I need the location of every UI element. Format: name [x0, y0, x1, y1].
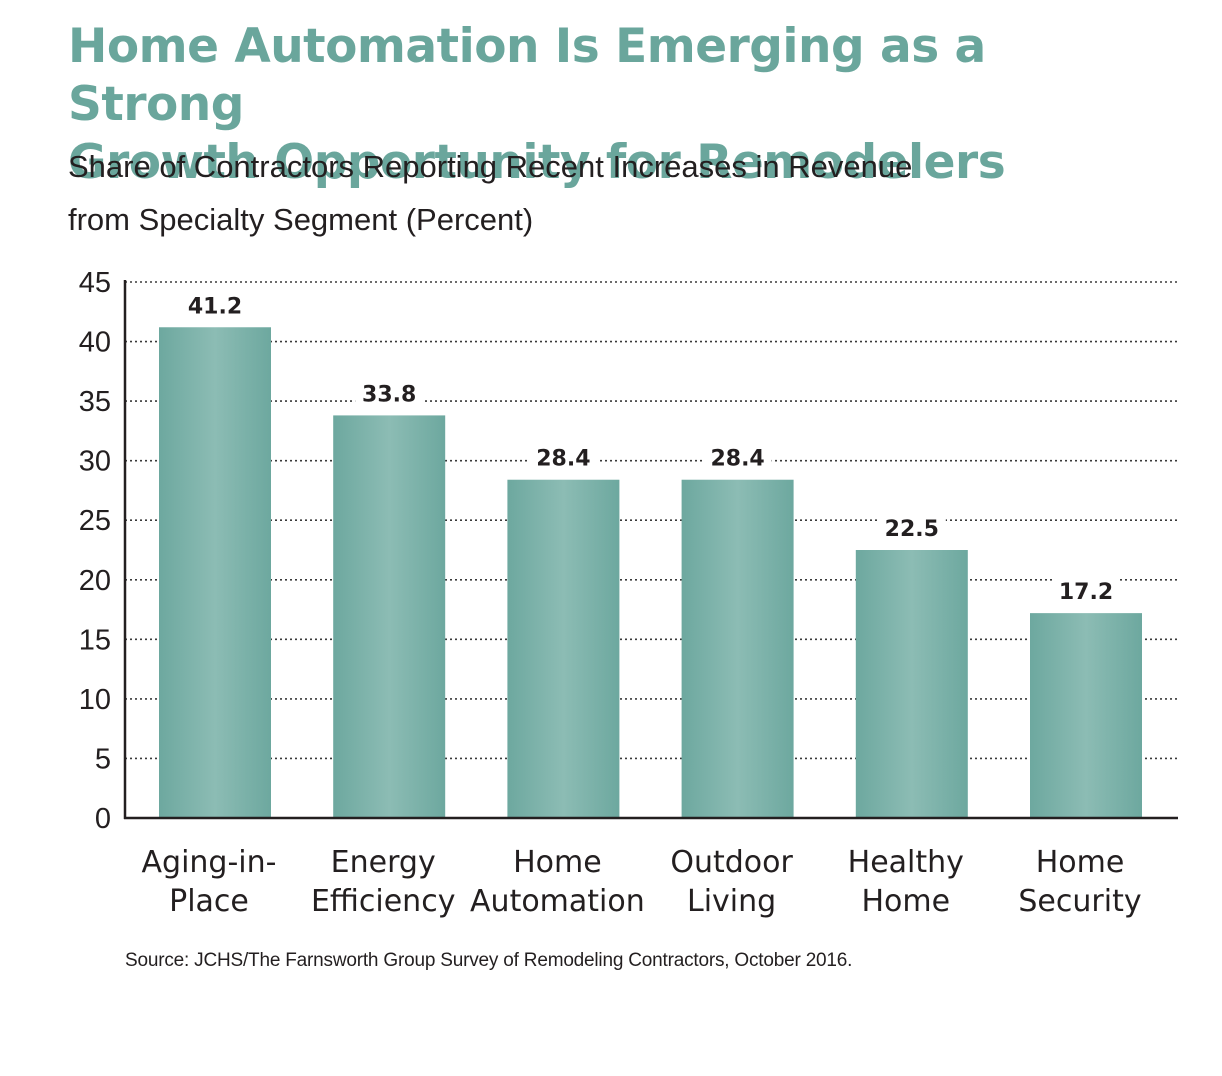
value-label-backdrop — [529, 443, 598, 474]
value-label-backdrop — [877, 514, 946, 544]
chart-subtitle-line2: from Specialty Segment (Percent) — [68, 202, 534, 237]
bars — [159, 327, 1142, 818]
x-tick-label: Place — [169, 884, 249, 919]
bar — [507, 479, 620, 818]
bar — [855, 550, 968, 818]
y-tick-label: 10 — [79, 684, 111, 716]
bar — [681, 479, 794, 818]
value-label: 17.2 — [1059, 580, 1113, 605]
chart-subtitle-line1: Share of Contractors Reporting Recent In… — [68, 149, 913, 184]
source-note: Source: JCHS/The Farnsworth Group Survey… — [125, 950, 853, 971]
x-tick-label: Healthy — [848, 845, 964, 880]
value-label: 28.4 — [710, 447, 764, 472]
y-tick-label: 25 — [79, 505, 111, 537]
y-tick-label: 45 — [79, 267, 111, 299]
gridlines — [125, 281, 1178, 760]
y-tick-label: 30 — [79, 446, 111, 478]
x-tick-label: Energy — [331, 845, 436, 880]
y-tick-label: 40 — [79, 327, 111, 359]
y-tick-label: 5 — [95, 743, 111, 775]
value-label-backdrop — [703, 443, 772, 474]
x-tick-label: Automation — [470, 884, 645, 919]
value-label: 28.4 — [536, 447, 590, 472]
y-tick-label: 20 — [79, 565, 111, 597]
x-tick-label: Aging-in- — [142, 845, 277, 880]
value-labels: 41.2 33.8 28.4 28.4 22.5 17.2 — [181, 291, 1120, 608]
chart-title: Home Automation Is Emerging as a Strong … — [68, 18, 1168, 192]
x-tick-labels: Aging-in- Place Energy Efficiency Home Automa… — [142, 845, 1142, 919]
y-tick-labels: 0 5 10 15 20 25 30 35 40 45 — [79, 267, 111, 835]
value-label: 22.5 — [885, 517, 939, 542]
x-tick-label: Outdoor — [670, 845, 793, 880]
bar — [159, 327, 271, 818]
x-tick-label: Efficiency — [311, 884, 456, 919]
x-tick-label: Home — [862, 884, 951, 919]
x-tick-label: Security — [1018, 884, 1141, 919]
chart-title-line1: Home Automation Is Emerging as a Strong — [68, 19, 986, 132]
y-tick-label: 0 — [95, 803, 111, 835]
value-label-backdrop — [1052, 577, 1120, 608]
y-tick-label: 35 — [79, 386, 111, 418]
x-tick-label: Living — [687, 884, 776, 919]
value-label: 41.2 — [188, 294, 242, 319]
value-label-backdrop — [181, 291, 249, 322]
chart-title-line2: Growth Opportunity for Remodelers — [68, 135, 1006, 190]
value-label-backdrop — [355, 379, 424, 410]
x-tick-label: Home — [513, 845, 602, 880]
bar — [333, 415, 446, 818]
x-tick-label: Home — [1036, 845, 1125, 880]
value-label: 33.8 — [362, 382, 416, 407]
axes — [123, 280, 1178, 820]
bar — [1030, 613, 1142, 818]
y-tick-label: 15 — [79, 624, 111, 656]
bar-chart: 41.2 33.8 28.4 28.4 22.5 17.2 0 5 10 15 20 25 30 35 4… — [79, 267, 1178, 919]
chart-subtitle: Share of Contractors Reporting Recent In… — [68, 140, 1068, 246]
